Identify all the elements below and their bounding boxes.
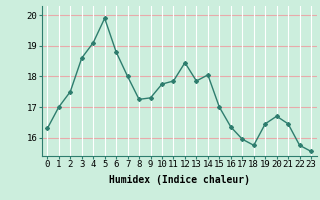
X-axis label: Humidex (Indice chaleur): Humidex (Indice chaleur)	[109, 175, 250, 185]
